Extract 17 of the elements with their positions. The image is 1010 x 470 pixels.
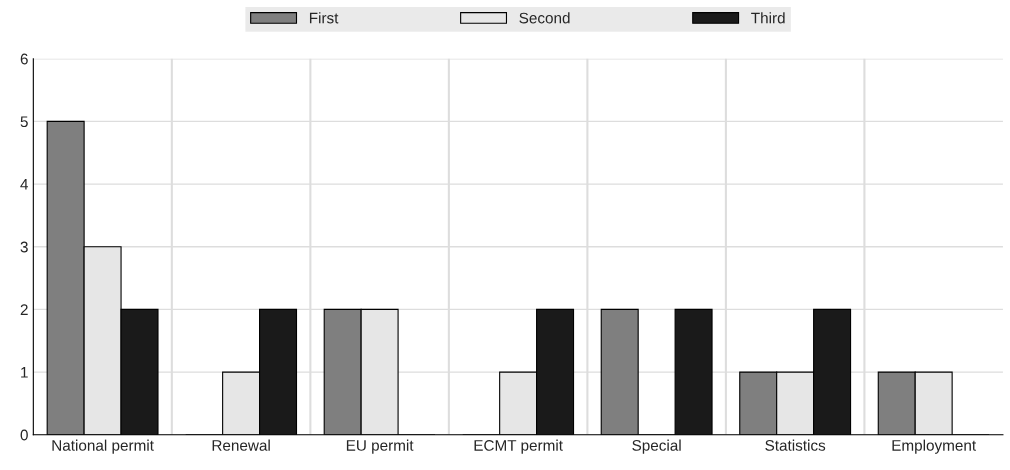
x-tick-label: Special	[632, 439, 681, 454]
legend-label: First	[309, 12, 339, 24]
x-tick-label: Renewal	[212, 439, 270, 451]
x-tick-label: Statistics	[765, 439, 826, 451]
x-tick-label: ECMT permit	[474, 439, 563, 454]
x-tick-label: Employment	[892, 439, 977, 454]
y-tick-label: 6	[20, 53, 28, 65]
y-tick-label: 0	[20, 429, 28, 441]
y-tick-label: 3	[20, 241, 28, 253]
x-tick-label: EU permit	[346, 439, 414, 454]
y-tick-label: 2	[20, 304, 28, 315]
x-tick-label: National permit	[52, 439, 154, 454]
y-tick-label: 4	[20, 179, 29, 190]
legend-label: Second	[519, 12, 570, 24]
legend-label: Third	[751, 12, 785, 24]
y-tick-label: 5	[20, 116, 28, 128]
y-tick-label: 1	[21, 367, 28, 378]
